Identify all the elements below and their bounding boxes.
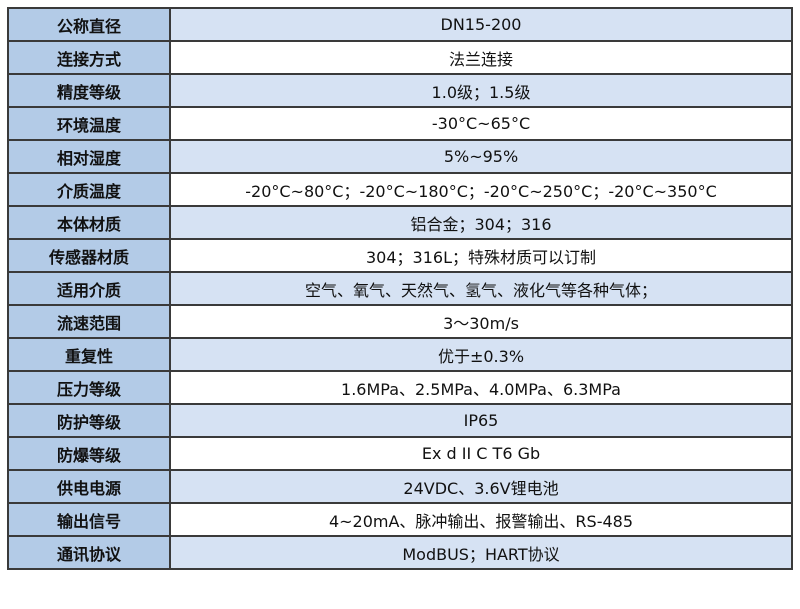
spec-value: 4~20mA、脉冲输出、报警输出、RS-485 — [169, 502, 793, 537]
table-row: 环境温度 -30°C~65°C — [7, 106, 793, 141]
spec-value: IP65 — [169, 403, 793, 438]
spec-value: 24VDC、3.6V锂电池 — [169, 469, 793, 504]
spec-label: 精度等级 — [7, 73, 171, 108]
spec-value: 304；316L；特殊材质可以订制 — [169, 238, 793, 273]
spec-label: 相对湿度 — [7, 139, 171, 174]
spec-label: 流速范围 — [7, 304, 171, 339]
spec-value: 5%~95% — [169, 139, 793, 174]
spec-label: 介质温度 — [7, 172, 171, 207]
spec-label: 公称直径 — [7, 7, 171, 42]
spec-value: 优于±0.3% — [169, 337, 793, 372]
spec-value: 铝合金；304；316 — [169, 205, 793, 240]
spec-value: 1.6MPa、2.5MPa、4.0MPa、6.3MPa — [169, 370, 793, 405]
spec-label: 适用介质 — [7, 271, 171, 306]
spec-label: 本体材质 — [7, 205, 171, 240]
spec-value: ModBUS；HART协议 — [169, 535, 793, 570]
spec-label: 通讯协议 — [7, 535, 171, 570]
table-row: 通讯协议 ModBUS；HART协议 — [7, 535, 793, 570]
table-row: 介质温度 -20°C~80°C；-20°C~180°C；-20°C~250°C；-… — [7, 172, 793, 207]
spec-label: 防爆等级 — [7, 436, 171, 471]
table-row: 输出信号 4~20mA、脉冲输出、报警输出、RS-485 — [7, 502, 793, 537]
spec-label: 环境温度 — [7, 106, 171, 141]
table-row: 公称直径 DN15-200 — [7, 7, 793, 42]
table-row: 本体材质 铝合金；304；316 — [7, 205, 793, 240]
spec-value: 3～30m/s — [169, 304, 793, 339]
spec-value: 法兰连接 — [169, 40, 793, 75]
table-row: 压力等级 1.6MPa、2.5MPa、4.0MPa、6.3MPa — [7, 370, 793, 405]
table-row: 重复性 优于±0.3% — [7, 337, 793, 372]
spec-value: 1.0级；1.5级 — [169, 73, 793, 108]
table-row: 防爆等级 Ex d II C T6 Gb — [7, 436, 793, 471]
spec-label: 供电电源 — [7, 469, 171, 504]
spec-value: -20°C~80°C；-20°C~180°C；-20°C~250°C；-20°C… — [169, 172, 793, 207]
table-row: 防护等级 IP65 — [7, 403, 793, 438]
spec-label: 传感器材质 — [7, 238, 171, 273]
spec-label: 防护等级 — [7, 403, 171, 438]
spec-value: Ex d II C T6 Gb — [169, 436, 793, 471]
spec-table: 公称直径 DN15-200 连接方式 法兰连接 精度等级 1.0级；1.5级 环境温度 -30… — [7, 7, 793, 570]
spec-value: -30°C~65°C — [169, 106, 793, 141]
spec-label: 连接方式 — [7, 40, 171, 75]
table-row: 传感器材质 304；316L；特殊材质可以订制 — [7, 238, 793, 273]
spec-label: 压力等级 — [7, 370, 171, 405]
spec-label: 重复性 — [7, 337, 171, 372]
table-row: 精度等级 1.0级；1.5级 — [7, 73, 793, 108]
spec-value: 空气、氧气、天然气、氢气、液化气等各种气体； — [169, 271, 793, 306]
spec-label: 输出信号 — [7, 502, 171, 537]
table-row: 供电电源 24VDC、3.6V锂电池 — [7, 469, 793, 504]
spec-value: DN15-200 — [169, 7, 793, 42]
table-row: 适用介质 空气、氧气、天然气、氢气、液化气等各种气体； — [7, 271, 793, 306]
table-row: 流速范围 3～30m/s — [7, 304, 793, 339]
table-row: 相对湿度 5%~95% — [7, 139, 793, 174]
table-row: 连接方式 法兰连接 — [7, 40, 793, 75]
